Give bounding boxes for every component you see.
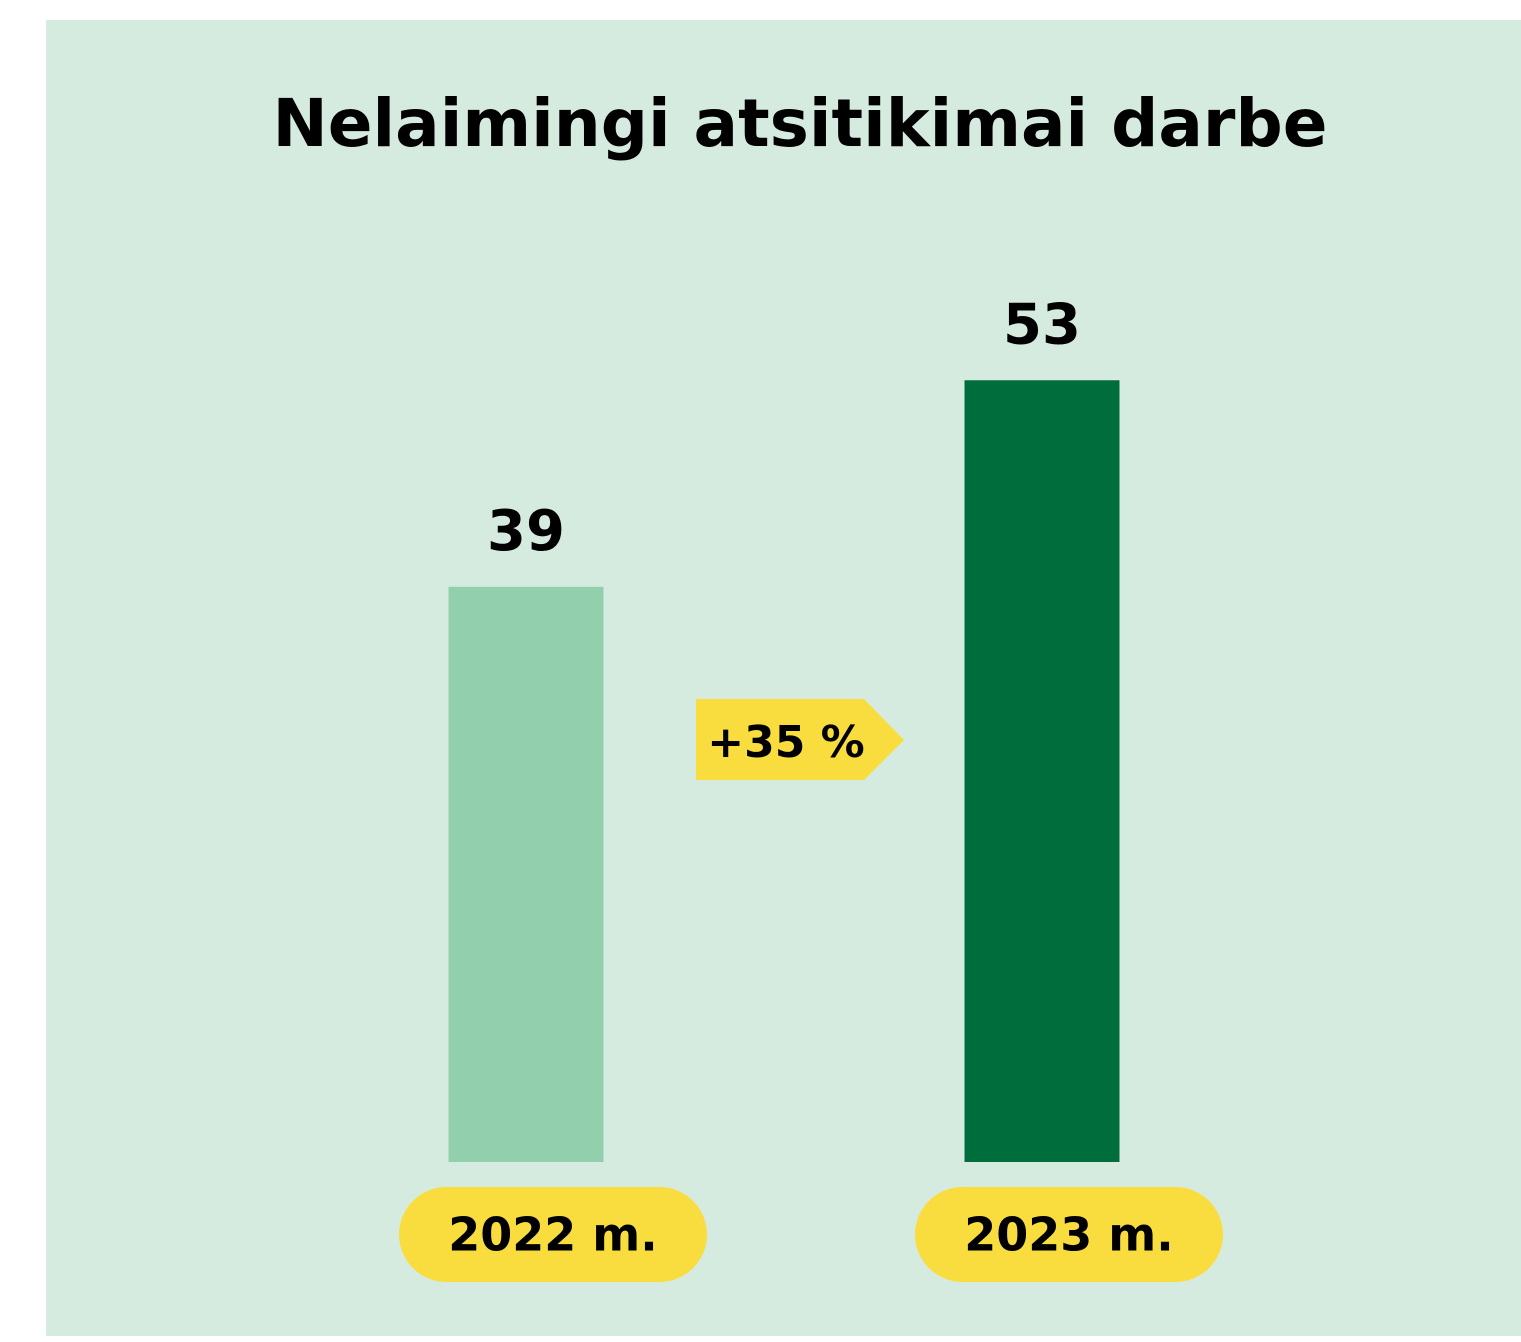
- change-badge: [696, 699, 904, 780]
- value-label: 53: [1003, 292, 1081, 357]
- change-label: +35 %: [707, 717, 865, 768]
- x-tick-label: 2022 m.: [448, 1208, 657, 1262]
- value-label: 39: [487, 499, 565, 564]
- bar: [448, 586, 604, 1162]
- category-pill: [915, 1187, 1223, 1282]
- x-tick-label: 2023 m.: [964, 1208, 1173, 1262]
- bar: [964, 380, 1120, 1162]
- category-pill: [399, 1187, 707, 1282]
- panel: [46, 20, 1521, 1336]
- chart-title: Nelaimingi atsitikimai darbe: [273, 85, 1328, 162]
